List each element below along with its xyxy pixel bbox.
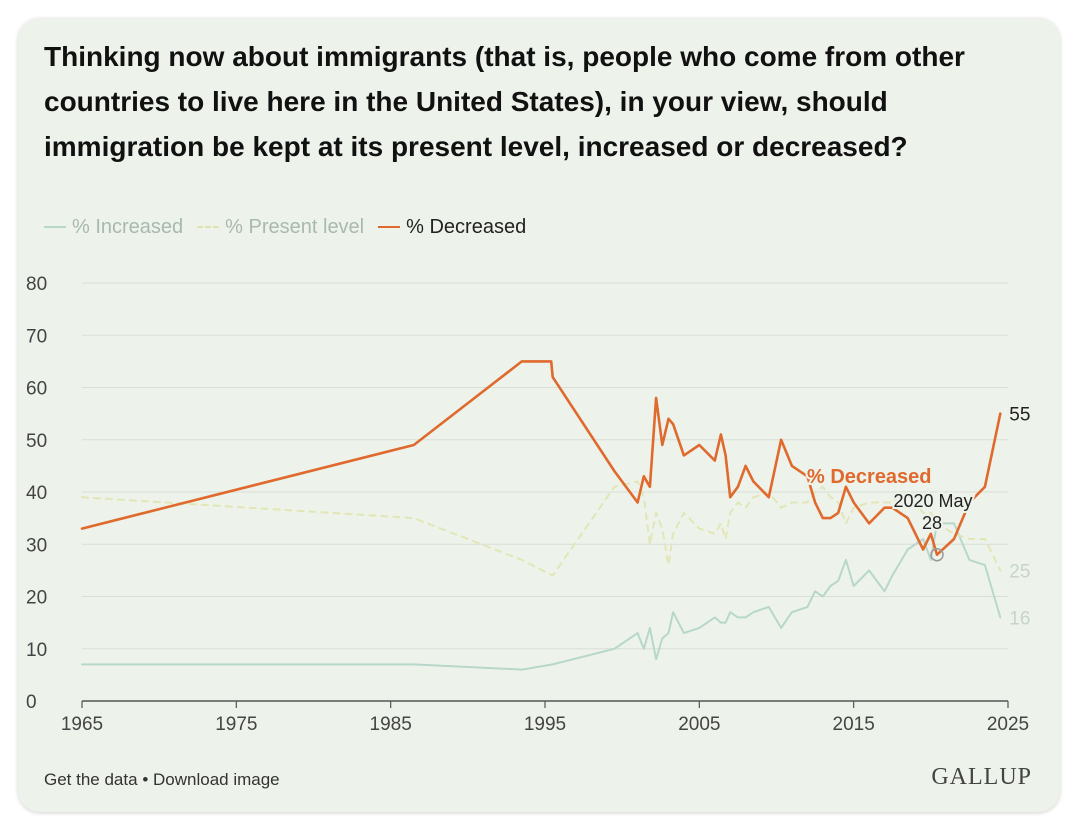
legend-item-increased[interactable]: % Increased (44, 216, 183, 239)
y-tick-label: 0 (26, 692, 37, 713)
legend-item-present-level[interactable]: % Present level (197, 216, 364, 239)
end-label-present-level: 25 (1009, 561, 1030, 582)
series-line-decreased (80, 360, 1002, 556)
x-tick-label: 2015 (833, 714, 875, 735)
highlight-date-label: 2020 May (893, 491, 972, 511)
y-tick-label: 80 (26, 274, 47, 295)
line-chart: 0 10 20 30 40 50 60 70 80 1965 1975 1985 1995 2005 201… (26, 274, 1030, 735)
x-tick-label: 1975 (215, 714, 257, 735)
legend-item-decreased[interactable]: % Decreased (378, 216, 526, 239)
y-tick-label: 10 (26, 640, 47, 661)
end-label-increased: 16 (1009, 608, 1030, 629)
footer-links: Get the data • Download image (44, 770, 280, 790)
x-tick-label: 2005 (678, 714, 720, 735)
legend-label-present-level: % Present level (225, 215, 365, 238)
download-image-link[interactable]: Download image (153, 770, 280, 789)
chart-card: Thinking now about immigrants (that is, … (18, 18, 1060, 812)
chart-title: Thinking now about immigrants (that is, … (44, 41, 965, 162)
y-tick-label: 50 (26, 431, 47, 452)
footer-separator: • (142, 770, 149, 789)
highlight-value-label: 28 (922, 513, 942, 533)
x-tick-label: 1995 (524, 714, 566, 735)
y-tick-label: 20 (26, 588, 47, 609)
y-tick-label: 60 (26, 379, 47, 400)
highlight-marker (930, 547, 944, 562)
series-line-increased (81, 522, 1002, 671)
get-data-link[interactable]: Get the data (44, 770, 138, 789)
end-label-decreased: 55 (1009, 405, 1030, 426)
legend-swatch-present-level (197, 226, 220, 228)
x-tick-label: 1965 (61, 714, 103, 735)
x-tick-label: 1985 (370, 714, 412, 735)
legend-swatch-increased (44, 226, 66, 228)
legend-swatch-decreased (378, 226, 401, 228)
decreased-series-label: % Decreased (807, 466, 932, 488)
x-tick-label: 2025 (987, 714, 1029, 735)
gallup-logo: GALLUP (931, 764, 1032, 790)
legend-label-increased: % Increased (72, 215, 184, 238)
y-tick-label: 40 (26, 483, 47, 504)
y-tick-label: 30 (26, 535, 47, 556)
series-line-present-level (81, 480, 1002, 577)
legend-label-decreased: % Decreased (406, 215, 527, 238)
y-tick-label: 70 (26, 326, 47, 347)
chart-legend: % Increased % Present level % Decreased (44, 214, 540, 240)
